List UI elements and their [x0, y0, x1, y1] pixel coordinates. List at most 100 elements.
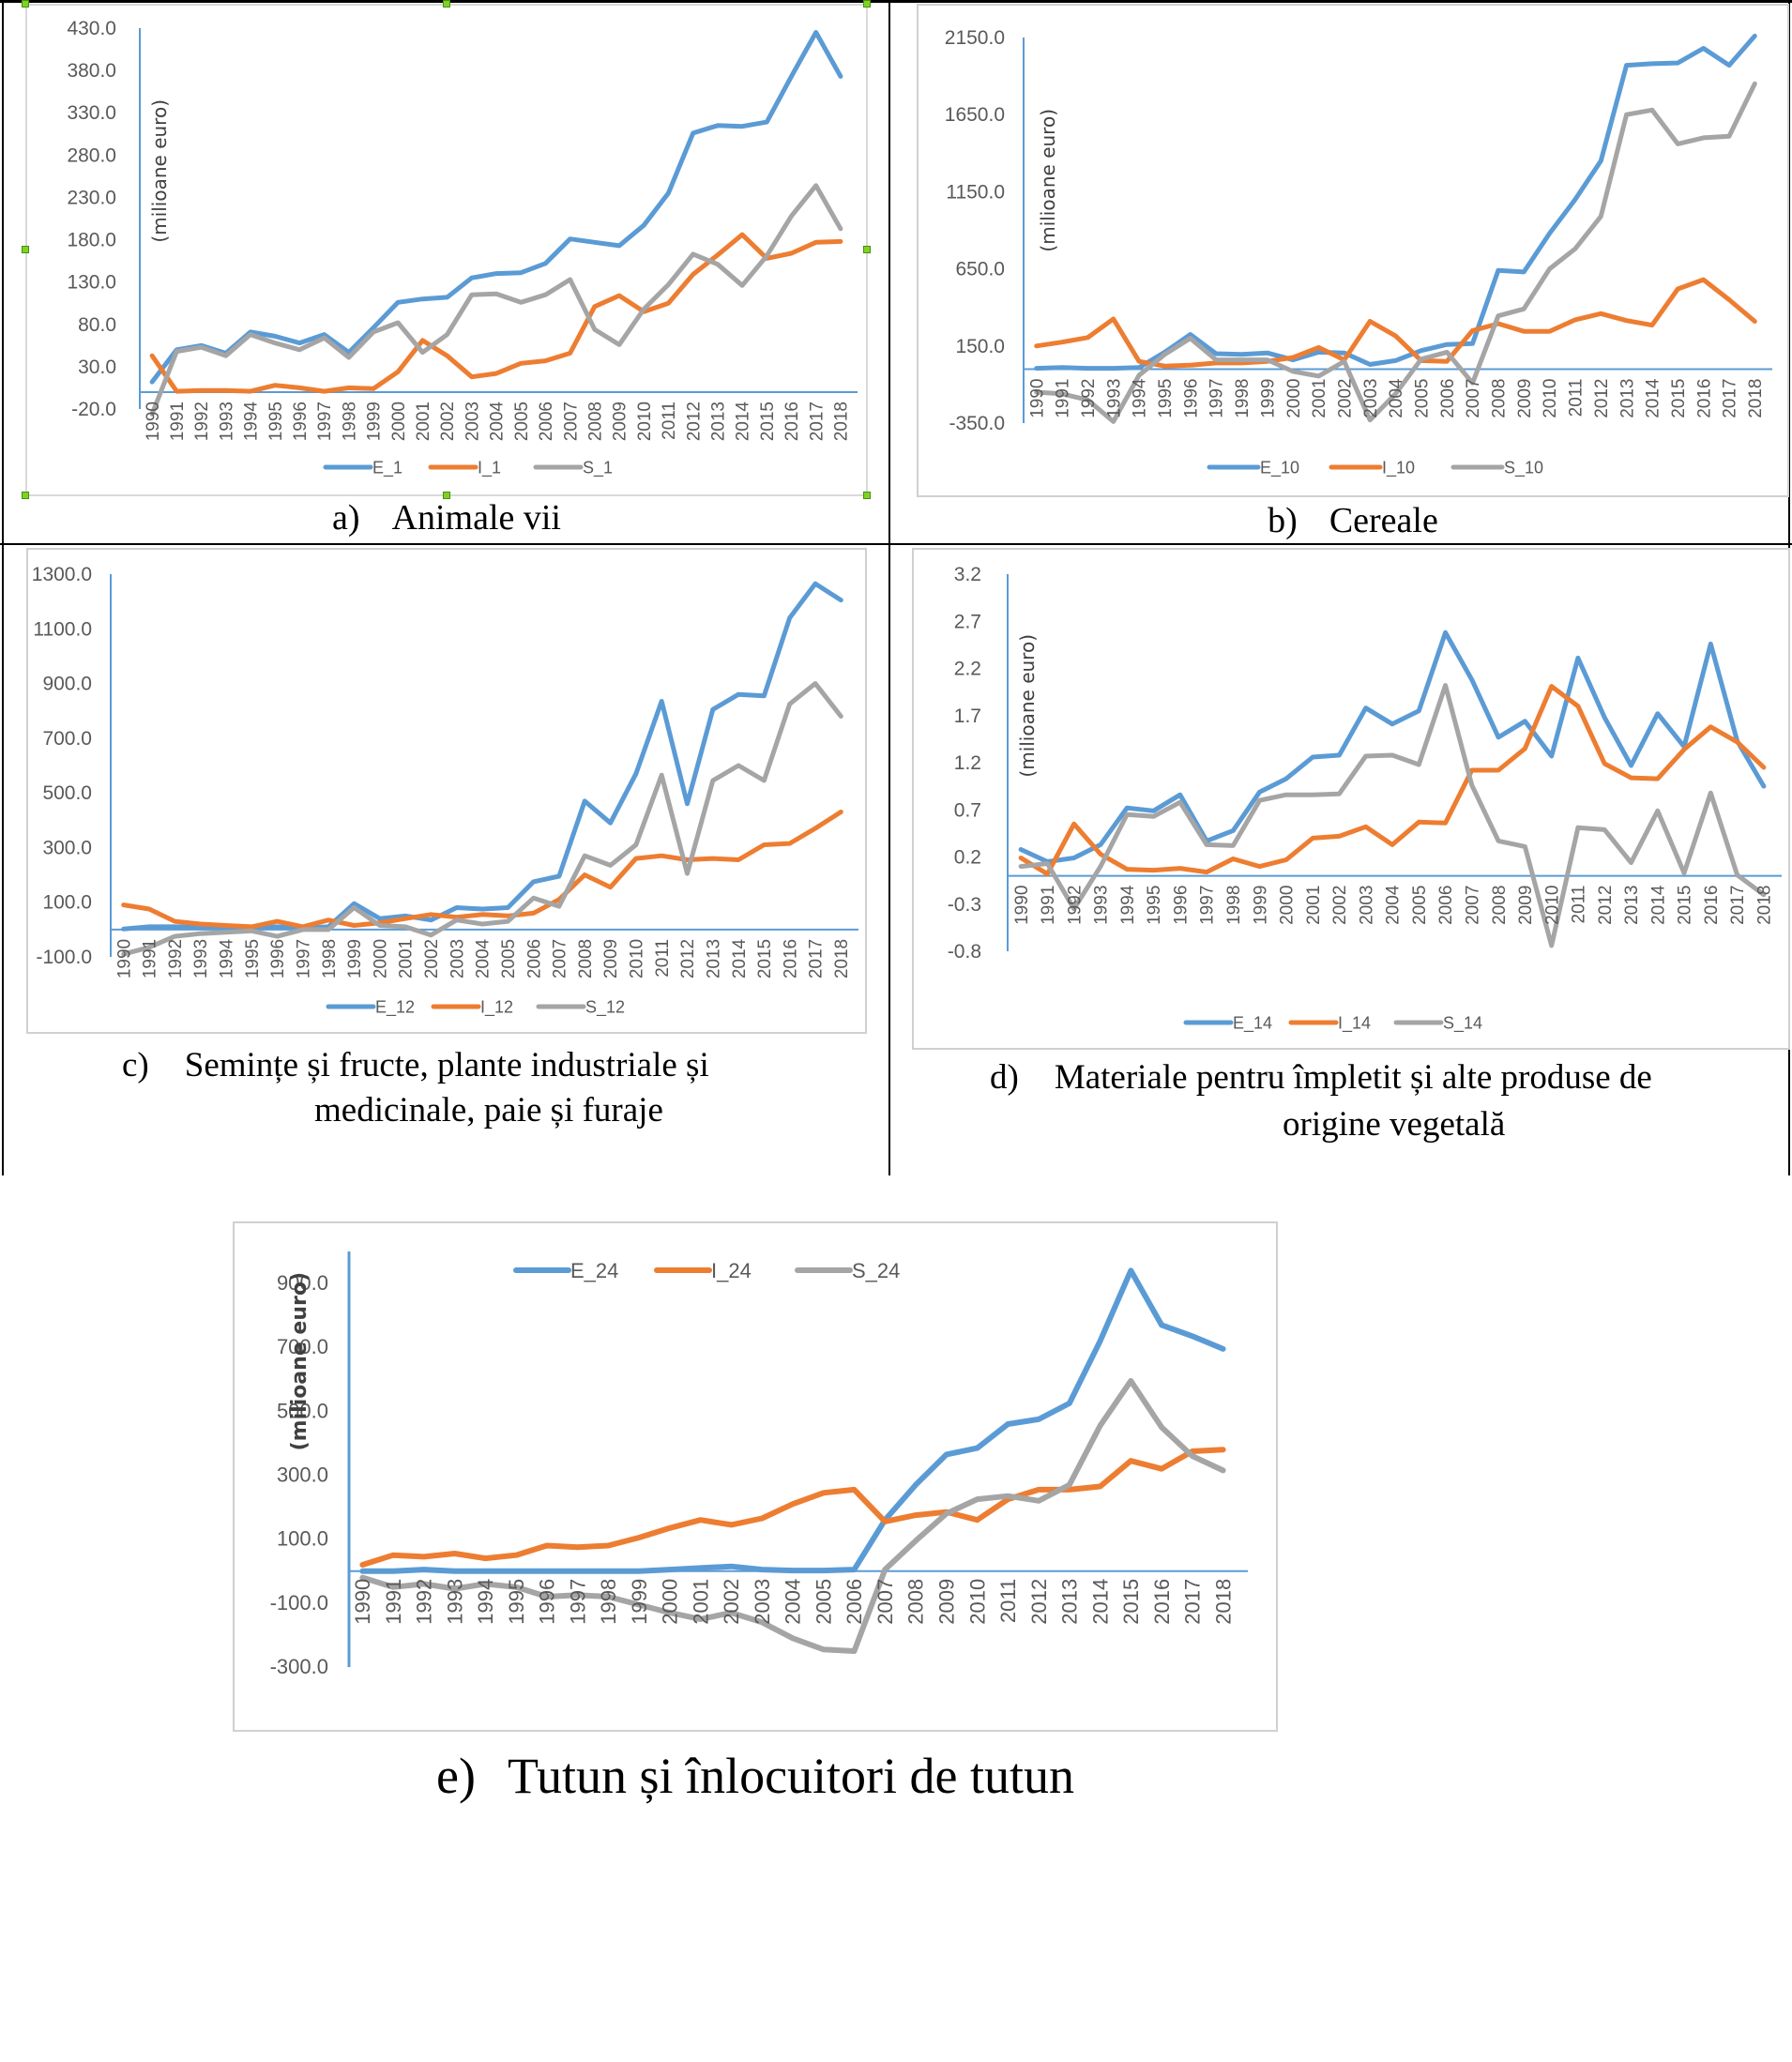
selection-handle[interactable] [443, 492, 450, 499]
legend-label-i_10: I_10 [1382, 458, 1415, 478]
x-tick-label: 2015 [1119, 1579, 1143, 1625]
x-tick-label: 1996 [536, 1579, 559, 1625]
x-tick-label: 2000 [659, 1579, 682, 1625]
selection-handle[interactable] [863, 246, 871, 253]
chart-d-svg: 3.2 2.7 2.2 1.7 1.2 0.7 0.2 -0.3 -0.8 (milioane e… [948, 564, 1782, 1033]
y-tick-label: 1.7 [954, 705, 981, 727]
chart-panel-seminte-fructe: 1300.0 1100.0 900.0 700.0 500.0 300.0 100.0 -10… [26, 548, 867, 1034]
y-tick-label: 100.0 [277, 1527, 328, 1551]
x-tick-label: 2001 [689, 1579, 712, 1625]
y-tick-label: 900.0 [277, 1271, 328, 1295]
x-tick-label: 2001 [1310, 379, 1329, 418]
caption-e: e) Tutun și înlocuitori de tutun [233, 1747, 1278, 1805]
selection-handle[interactable] [443, 0, 450, 8]
y-tick-label: 1650.0 [945, 104, 1005, 126]
x-tick-label: 1996 [1181, 379, 1201, 418]
series-line-e_12 [121, 581, 843, 932]
x-tick-label: 1991 [168, 402, 188, 441]
x-tick-label: 1994 [242, 402, 262, 442]
chart-panel-materiale-impletit: 3.2 2.7 2.2 1.7 1.2 0.7 0.2 -0.3 -0.8 (milioane e… [912, 548, 1790, 1050]
x-tick-label: 2010 [628, 939, 647, 978]
series-line-s_10 [1034, 81, 1757, 424]
x-tick-label: 1994 [474, 1579, 497, 1625]
x-tick-label: 1993 [1092, 886, 1112, 925]
series-line-i_10 [1034, 277, 1757, 369]
y-tick-label: 2.7 [954, 611, 981, 632]
x-tick-label: 2005 [812, 1579, 836, 1625]
y-tick-label: 300.0 [42, 837, 92, 858]
x-tick-label: 1998 [597, 1579, 620, 1625]
caption-e-text: Tutun și înlocuitori de tutun [507, 1748, 1074, 1804]
x-tick-label: 2000 [371, 939, 390, 978]
caption-d-line2: origine vegetală [1283, 1105, 1506, 1144]
x-tick-label: 2004 [1387, 378, 1406, 418]
x-tick-label: 1990 [351, 1579, 374, 1625]
x-tick-label: 1999 [365, 402, 385, 441]
x-tick-label: 1997 [1207, 379, 1227, 418]
legend-label-s_24: S_24 [852, 1259, 900, 1282]
x-tick-label: 2017 [1181, 1579, 1205, 1625]
x-tick-label: 2008 [1490, 379, 1510, 418]
x-tick-label: 2002 [1330, 886, 1350, 925]
x-tick-label: 2018 [1211, 1579, 1235, 1625]
x-tick-label: 2011 [1567, 379, 1587, 417]
y-tick-label: 650.0 [955, 259, 1005, 280]
y-tick-label: 2150.0 [945, 27, 1005, 49]
x-tick-label: 2009 [601, 939, 621, 978]
chart-panel-cereale: 2150.0 1650.0 1150.0 650.0 150.0 -350.0 (milio… [917, 4, 1789, 497]
x-tick-label: 2009 [611, 402, 630, 441]
x-tick-label: 2017 [1721, 379, 1740, 418]
series-line-e_1 [149, 30, 843, 385]
selection-handle[interactable] [22, 246, 29, 253]
x-tick-label: 2012 [1592, 379, 1612, 418]
chart-panel-tutun: 900.0 700.0 500.0 300.0 100.0 -100.0 -300.0 (mi… [233, 1221, 1278, 1732]
selection-handle[interactable] [22, 492, 29, 499]
y-tick-label: 300.0 [277, 1463, 328, 1487]
x-tick-label: 1999 [1251, 886, 1270, 925]
series-line-s_12 [121, 681, 843, 957]
legend-label-e_24: E_24 [570, 1259, 618, 1282]
x-tick-label: 1994 [1118, 885, 1138, 925]
table-border-middle-vertical [888, 0, 890, 1175]
y-tick-label: 0.7 [954, 799, 981, 821]
x-tick-label: 1991 [1039, 886, 1058, 925]
x-tick-label: 1998 [320, 939, 340, 978]
y-tick-label: 330.0 [67, 102, 116, 124]
x-tick-label: 2014 [1088, 1579, 1112, 1625]
x-tick-label: 2007 [1464, 379, 1483, 418]
chart-panel-animale-vii: 430.0 380.0 330.0 280.0 230.0 180.0 130.0 80.0 3… [25, 4, 868, 496]
x-tick-label: 2011 [996, 1579, 1020, 1623]
x-tick-label: 1998 [1224, 886, 1244, 925]
y-tick-label: 230.0 [67, 187, 116, 208]
series-line-e_10 [1034, 33, 1757, 371]
y-tick-label: 500.0 [277, 1399, 328, 1422]
x-tick-label: 2014 [1644, 378, 1663, 418]
selection-handle[interactable] [863, 0, 871, 8]
y-tick-label: 1100.0 [33, 618, 92, 640]
x-tick-label: 1998 [1233, 379, 1253, 418]
legend-label-i_14: I_14 [1338, 1013, 1371, 1033]
caption-c-line1: Semințe și fructe, plante industriale și [184, 1046, 709, 1084]
y-axis-unit-label: (milioane euro) [288, 1272, 311, 1450]
x-tick-label: 2003 [1361, 379, 1381, 418]
x-tick-label: 1991 [141, 939, 160, 978]
legend-label-i_24: I_24 [711, 1259, 752, 1282]
x-tick-label: 2017 [1728, 886, 1748, 925]
x-tick-label: 2008 [576, 939, 596, 978]
selection-handle[interactable] [22, 0, 29, 8]
x-tick-label: 2005 [1413, 379, 1433, 418]
chart-a-svg: 430.0 380.0 330.0 280.0 230.0 180.0 130.0 80.0 3… [67, 18, 858, 478]
x-tick-label: 2009 [1515, 379, 1535, 418]
y-tick-label: 80.0 [78, 314, 116, 336]
series-line-s_1 [149, 183, 843, 417]
x-tick-label: 2000 [389, 402, 409, 441]
caption-c: c) Semințe și fructe, plante industriale … [122, 1043, 854, 1133]
x-tick-label: 1998 [340, 402, 359, 441]
y-tick-label: 500.0 [42, 782, 92, 804]
x-tick-label: 1999 [628, 1579, 651, 1625]
x-tick-label: 2015 [1669, 379, 1689, 418]
selection-handle[interactable] [863, 492, 871, 499]
y-tick-label: 280.0 [67, 144, 116, 166]
x-tick-label: 1997 [1198, 886, 1218, 925]
x-tick-label: 1995 [1145, 886, 1164, 925]
